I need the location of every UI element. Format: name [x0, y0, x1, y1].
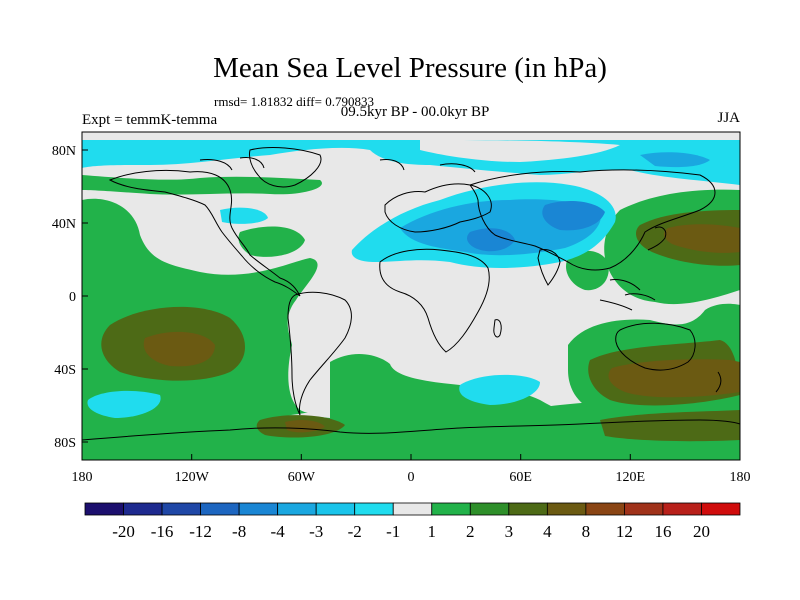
coast-south-america: [287, 291, 352, 416]
coast-india: [537, 249, 561, 286]
lon-label-180-west: 180: [72, 470, 93, 485]
colorbar-label: 3: [505, 522, 514, 541]
colorbar-label: 12: [616, 522, 633, 541]
colorbar-swatch: [431, 502, 471, 516]
colorbar-swatch: [508, 502, 548, 516]
colorbar-label: -1: [386, 522, 400, 541]
lat-label-40S: 40S: [54, 363, 76, 378]
colorbar-label: -3: [309, 522, 323, 541]
coast-se-asia-islands: [599, 279, 656, 311]
time-period-label: 09.5kyr BP - 00.0kyr BP: [340, 104, 490, 120]
lat-label-40N: 40N: [52, 217, 76, 232]
brown-region-southeast-pacific: [143, 331, 215, 367]
colorbar-swatch: [701, 502, 741, 516]
coastlines: [82, 147, 740, 441]
lat-label-80S: 80S: [54, 436, 76, 451]
colorbar-label: 2: [466, 522, 475, 541]
coast-north-america: [108, 169, 301, 297]
season-label: JJA: [717, 110, 740, 126]
neutral-region-arctic-lobe: [420, 140, 620, 162]
lon-label-180-east: 180: [730, 470, 751, 485]
coast-madagascar: [493, 319, 502, 338]
colorbar-swatch: [277, 502, 317, 516]
colorbar-label: -12: [189, 522, 212, 541]
colorbar-swatch: [392, 502, 433, 516]
colorbar-label: 8: [582, 522, 591, 541]
colorbar-swatch: [315, 502, 356, 516]
colorbar-swatch: [469, 502, 510, 516]
colorbar-label: -2: [348, 522, 362, 541]
coast-australia: [615, 322, 696, 371]
coast-africa: [379, 248, 490, 353]
colorbar-label: -20: [112, 522, 135, 541]
brown-region-southern-indian: [608, 359, 740, 398]
map-title: Mean Sea Level Pressure (in hPa): [213, 52, 607, 84]
colorbar-swatch: [354, 502, 394, 516]
cyan-region-south-atlantic-low: [459, 374, 540, 405]
coast-new-zealand: [715, 371, 722, 393]
green-region-south-asia: [565, 250, 609, 291]
coast-greenland: [249, 147, 322, 188]
axis-ticks: [82, 149, 631, 460]
lon-label-60W: 60W: [288, 470, 316, 485]
experiment-label: Expt = temmK-temma: [82, 112, 218, 128]
colorbar-label: -4: [271, 522, 286, 541]
colorbar-label: 20: [693, 522, 710, 541]
colorbar-label: 4: [543, 522, 552, 541]
brown-region-north-pacific: [663, 224, 740, 253]
colorbar-label: -16: [151, 522, 174, 541]
colorbar-label: 1: [428, 522, 437, 541]
deepblue-region-central-asia: [542, 200, 605, 231]
lon-label-120W: 120W: [175, 470, 210, 485]
colorbar-swatch: [585, 502, 625, 516]
colorbar-swatch: [161, 502, 201, 516]
lat-label-80N: 80N: [52, 144, 76, 159]
coast-europe: [384, 183, 492, 233]
coast-arctic-islands: [199, 157, 476, 173]
colorbar-label: 16: [654, 522, 671, 541]
lon-label-120E: 120E: [616, 470, 646, 485]
coast-antarctica: [82, 419, 740, 441]
rmsd-diff-stats: rmsd= 1.81832 diff= 0.790833: [214, 94, 374, 109]
green-region-southern-ocean: [82, 395, 740, 460]
colorbar-swatch: [123, 502, 163, 516]
lat-label-0: 0: [69, 290, 76, 305]
colorbar-swatch: [200, 502, 240, 516]
coast-asia: [469, 169, 716, 271]
colorbar-swatch: [662, 502, 702, 516]
cyan-region-southeast-pacific-low: [87, 390, 161, 418]
coast-japan: [647, 226, 667, 251]
cyan-region-atlantic-north: [220, 207, 268, 224]
green-region-north-america: [238, 226, 305, 257]
colorbar: -20 -16 -12 -8 -4 -3 -2 -1 1 2 3 4 8 12 16 20: [84, 502, 741, 541]
darkgreen-region-antarctic-east: [600, 410, 740, 442]
blue-region-nw-pacific: [640, 152, 710, 168]
colorbar-swatch: [546, 502, 587, 516]
colorbar-label: -8: [232, 522, 246, 541]
lon-label-60E: 60E: [509, 470, 532, 485]
deepblue-region-middle-east: [467, 228, 515, 252]
colorbar-swatch: [84, 502, 124, 516]
colorbar-swatch: [238, 502, 279, 516]
colorbar-swatch: [624, 502, 664, 516]
lon-label-0: 0: [408, 470, 415, 485]
